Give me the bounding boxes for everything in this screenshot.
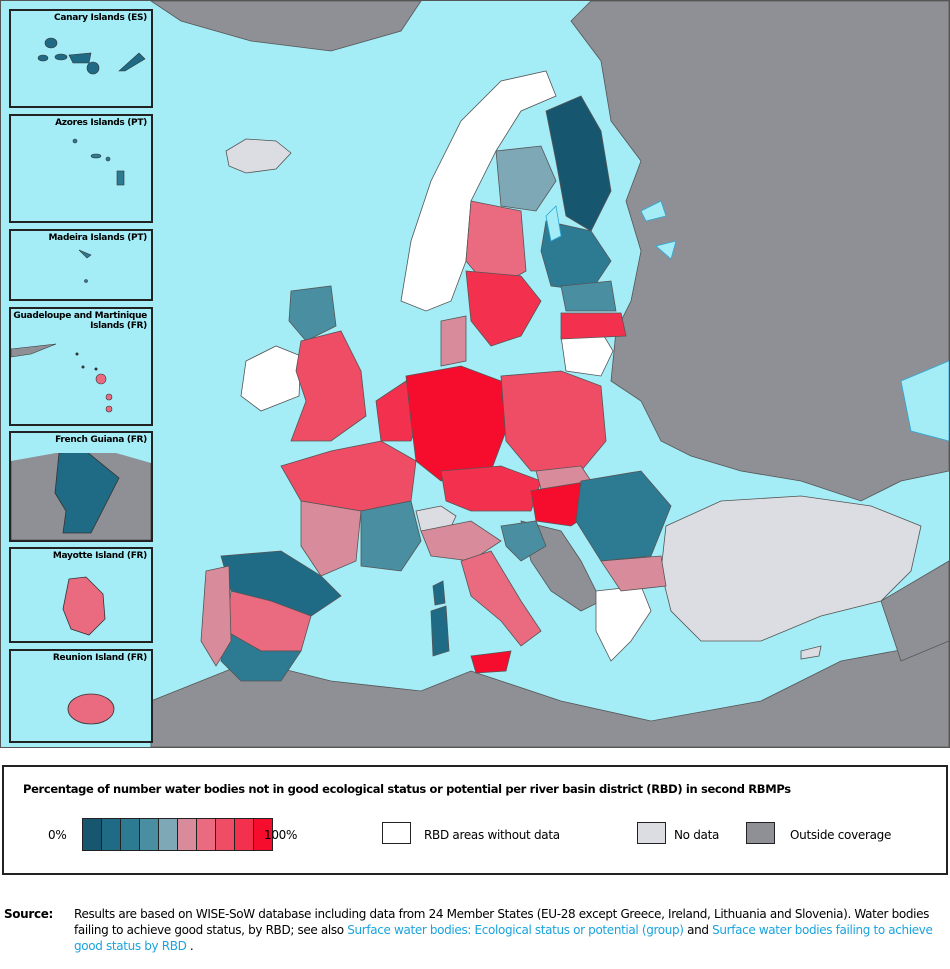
- inset-azores-islands: Azores Islands (PT): [9, 114, 153, 223]
- legend-swatch-without-data: [382, 822, 411, 844]
- inset-map: [67, 693, 115, 725]
- croatia: [500, 520, 547, 562]
- inset-label: Canary Islands (ES): [54, 13, 147, 23]
- bulgaria: [600, 555, 667, 592]
- iceland: [225, 138, 292, 174]
- legend-ramp-step-5: [178, 819, 197, 850]
- estonia: [560, 280, 617, 312]
- cyprus: [800, 645, 822, 660]
- inset-map: [11, 343, 113, 413]
- france-south-west: [300, 500, 362, 577]
- legend-ramp-step-6: [197, 819, 216, 850]
- inset-map: [37, 37, 146, 75]
- ireland: [240, 345, 302, 412]
- legend: Percentage of number water bodies not in…: [2, 765, 948, 875]
- legend-color-ramp: [82, 818, 273, 851]
- denmark: [440, 315, 467, 367]
- outside-land-africa: [150, 640, 949, 747]
- turkey: [660, 495, 922, 642]
- france-north: [280, 440, 417, 512]
- inset-label: Reunion Island (FR): [52, 653, 147, 663]
- inset-map: [11, 433, 151, 540]
- outside-land-middle-east: [880, 560, 949, 662]
- legend-outside-label: Outside coverage: [790, 828, 892, 842]
- source-link-failing-good-status[interactable]: Surface water bodies failing to achieve …: [74, 923, 933, 953]
- legend-ramp-step-3: [140, 819, 159, 850]
- legend-ramp-step-2: [121, 819, 140, 850]
- outside-land-east: [570, 1, 949, 502]
- source-link-ecological-status[interactable]: Surface water bodies: Ecological status …: [347, 923, 684, 937]
- norway: [400, 70, 557, 312]
- england-wales: [290, 330, 367, 442]
- source-text-1: Results are based on WISE-SoW database i…: [74, 907, 930, 937]
- czechia-austria: [440, 465, 542, 512]
- italy-north: [420, 520, 502, 562]
- legend-ramp-step-9: [254, 819, 272, 850]
- france-south-east: [360, 500, 422, 572]
- inset-label: French Guiana (FR): [55, 435, 147, 445]
- lakes: [545, 200, 949, 442]
- poland: [500, 370, 607, 472]
- source-label: Source:: [4, 907, 53, 921]
- corsica: [432, 580, 446, 606]
- legend-swatch-outside: [746, 822, 775, 844]
- legend-without-data-label: RBD areas without data: [424, 828, 560, 842]
- romania: [575, 470, 672, 562]
- inset-madeira-islands: Madeira Islands (PT): [9, 229, 153, 301]
- inset-reunion-island: Reunion Island (FR): [9, 649, 153, 743]
- inset-canary-islands: Canary Islands (ES): [9, 9, 153, 108]
- outside-land-north: [150, 1, 422, 52]
- italy-centre-south: [460, 550, 542, 647]
- europe-map: Canary Islands (ES) Azores Islands (PT) …: [0, 0, 950, 748]
- map-canvas: [150, 1, 949, 747]
- sicily: [470, 650, 512, 674]
- legend-max-label: 100%: [264, 828, 298, 842]
- source-text: Results are based on WISE-SoW database i…: [74, 906, 944, 954]
- inset-guadeloupe-martinique: Guadeloupe and Martinique Islands (FR): [9, 307, 153, 426]
- legend-ramp-step-8: [235, 819, 254, 850]
- legend-ramp-step-1: [102, 819, 121, 850]
- legend-ramp-step-7: [216, 819, 235, 850]
- switzerland: [415, 505, 457, 532]
- finland-north: [545, 95, 612, 232]
- source-text-3: .: [186, 939, 194, 953]
- portugal: [200, 565, 232, 667]
- sweden-south: [465, 270, 542, 347]
- inset-label: Guadeloupe and Martinique Islands (FR): [13, 311, 147, 331]
- greece: [595, 585, 652, 662]
- legend-no-data-label: No data: [674, 828, 720, 842]
- spain-south: [220, 630, 302, 682]
- sardinia: [430, 605, 450, 657]
- legend-swatch-no-data: [637, 822, 666, 844]
- sweden-north: [495, 145, 557, 212]
- inset-map: [78, 249, 92, 283]
- inset-map: [62, 576, 106, 636]
- inset-label: Mayotte Island (FR): [52, 551, 147, 561]
- latvia: [560, 312, 627, 340]
- scotland: [288, 285, 337, 342]
- legend-title: Percentage of number water bodies not in…: [23, 782, 791, 796]
- legend-ramp-step-0: [83, 819, 102, 850]
- legend-ramp-step-4: [159, 819, 178, 850]
- inset-mayotte-island: Mayotte Island (FR): [9, 547, 153, 643]
- legend-min-label: 0%: [48, 828, 67, 842]
- inset-map: [72, 138, 125, 186]
- inset-label: Madeira Islands (PT): [48, 233, 148, 243]
- inset-label: Azores Islands (PT): [55, 118, 147, 128]
- source-text-2: and: [683, 923, 713, 937]
- inset-french-guiana: French Guiana (FR): [9, 431, 153, 542]
- germany: [405, 365, 507, 482]
